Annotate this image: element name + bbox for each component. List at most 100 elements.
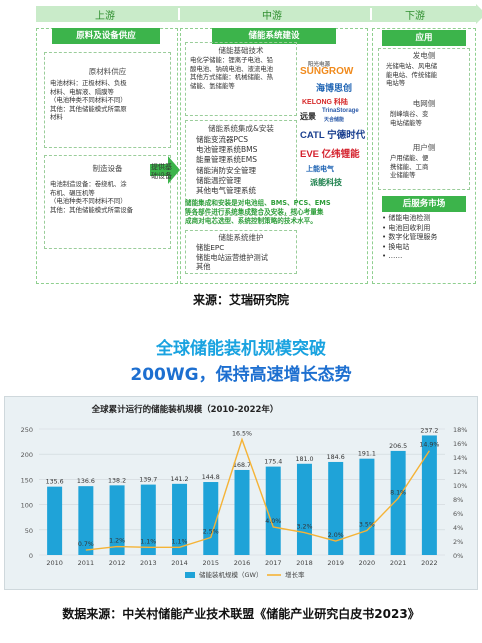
note-line: 等各部件进行系统集成整合及安装，核心考量集: [185, 208, 324, 216]
integration-item: 储能消防安全管理: [196, 165, 256, 175]
legend-bar-label: 储能装机规模（GW）: [199, 570, 262, 579]
y-right-tick-label: 16%: [453, 440, 467, 448]
x-tick-label: 2015: [202, 559, 219, 567]
tech-line: 其他方式储能：机械储能、热: [190, 73, 274, 82]
downstream-column: [372, 28, 476, 284]
user-line: 户用储能、便: [390, 154, 429, 162]
base-tech-box: [185, 42, 297, 116]
eve-logo: EVE 亿纬锂能: [300, 149, 360, 160]
chart-title: 全球累计运行的储能装机规模（2010-2022年）: [91, 404, 279, 415]
maintenance-item: 储能电站运营维护测试: [196, 252, 268, 262]
midstream-column: [180, 28, 368, 284]
generation-side-list: 光储电站、风电储 能电站、传统储能 电站等: [386, 62, 470, 88]
grid-side-title: 电网侧: [412, 99, 436, 108]
y-left-tick-label: 50: [25, 527, 33, 535]
user-side-list: 户用储能、便 携储能、工商 业储能等: [390, 154, 470, 180]
service-item: • ……: [382, 252, 403, 261]
stage-divider: [178, 8, 180, 20]
growth-label: 4.0%: [265, 518, 281, 525]
bar-value-label: 181.0: [295, 456, 313, 463]
bar-value-label: 144.8: [202, 474, 220, 481]
user-line: 携储能、工商: [390, 162, 429, 171]
integration-item: 其他电气管理系统: [196, 186, 256, 196]
chart-source: 数据来源：中关村储能产业技术联盟《储能产业研究白皮书2023》: [62, 607, 420, 621]
arrow-line: 础设备: [151, 172, 172, 180]
bar-value-label: 139.7: [139, 477, 157, 484]
growth-label: 2.0%: [328, 532, 344, 539]
chart-panel: 全球累计运行的储能装机规模（2010-2022年） 0 50 100 150 200 25…: [4, 396, 478, 590]
maintenance-title: 储能系统维护: [218, 233, 264, 242]
grid-side-list: 削峰填谷、变 电站储能等: [390, 110, 470, 127]
bar: [78, 486, 94, 555]
equip-line: 电池制造设备：卷绕机、涂: [50, 180, 127, 188]
y-right-tick-label: 0%: [453, 552, 463, 560]
y-left-tick-label: 250: [21, 426, 33, 434]
raw-line: （电池种类不同材料不同）: [50, 96, 127, 105]
maintenance-box: [185, 230, 297, 274]
raw-line: 其他：其他储能模式所需原: [50, 104, 127, 113]
bar-value-label: 237.2: [420, 427, 438, 434]
maintenance-list: 储能EPC 储能电站运营维护测试 其他: [196, 243, 268, 272]
x-tick-label: 2022: [421, 559, 438, 567]
generation-side-title: 发电侧: [412, 51, 436, 60]
x-tick-label: 2019: [327, 559, 344, 567]
x-tick-label: 2011: [78, 559, 95, 567]
after-service-list: • 储能电池检测 • 电池回收利用 • 数字化管理服务 • 换电站 • ……: [382, 214, 437, 262]
gen-line: 电站等: [386, 79, 406, 88]
bar-value-label: 141.2: [171, 476, 189, 483]
diagram-source: 来源：艾瑞研究院: [192, 293, 289, 307]
upstream-column: [36, 28, 178, 284]
application-title: 应用: [382, 30, 466, 46]
raw-material-title: 原材料供应: [88, 67, 127, 76]
x-tick-label: 2010: [46, 559, 63, 567]
equipment-list: 电池制造设备：卷绕机、涂 布机、碾压机等 （电池种类不同材料不同） 其他：其他储…: [50, 180, 170, 214]
integration-item: 电池管理系统BMS: [196, 145, 258, 155]
upstream-title: 原料及设备供应: [52, 28, 160, 44]
y-right-tick-label: 2%: [453, 538, 463, 546]
user-side-title: 用户侧: [412, 143, 436, 152]
bar: [109, 485, 125, 555]
raw-line: 材料、电解液、隔膜等: [50, 87, 114, 96]
stage-arrow: [36, 4, 482, 24]
growth-label: 1.1%: [172, 538, 188, 545]
y-left-tick-label: 100: [21, 502, 33, 510]
growth-label: 1.2%: [109, 538, 125, 545]
raw-line: 电池材料：正极材料、负极: [50, 79, 127, 87]
y-left-tick-label: 0: [29, 552, 33, 560]
x-tick-label: 2018: [296, 559, 313, 567]
equipment-title: 制造设备: [92, 164, 123, 173]
service-item: • 数字化管理服务: [382, 233, 438, 242]
equip-line: 其他：其他储能模式所需设备: [50, 205, 134, 214]
bar-value-label: 168.7: [233, 462, 251, 469]
hyperstrong-logo: 海博思创: [316, 83, 353, 93]
bar-value-label: 191.1: [358, 451, 376, 458]
bar-value-label: 138.2: [108, 477, 126, 484]
stage-divider: [370, 8, 372, 20]
bar: [390, 450, 406, 555]
bar: [421, 435, 437, 555]
maintenance-item: 储能EPC: [196, 243, 225, 252]
supply-arrow-icon: [150, 156, 180, 184]
legend-line-label: 增长率: [285, 570, 305, 579]
raw-material-box: [44, 52, 171, 148]
bar-value-label: 136.6: [77, 478, 95, 485]
equip-line: （电池种类不同材料不同）: [50, 197, 127, 206]
after-service-title: 后服务市场: [382, 196, 466, 212]
application-box: [378, 48, 470, 190]
growth-label: 8.1%: [390, 489, 406, 496]
supply-arrow-text: 提供基 础设备: [151, 163, 179, 181]
growth-label: 2.5%: [203, 529, 219, 536]
y-right-tick-label: 4%: [453, 524, 463, 532]
catl-logo: CATL 宁德时代: [300, 130, 366, 141]
user-line: 业储能等: [390, 171, 416, 180]
grid-line: 电站储能等: [390, 118, 422, 127]
y-right-tick-label: 8%: [453, 496, 463, 504]
arrow-line: 提供基: [151, 163, 172, 171]
note-line: 储能集成和安装是对电池组、BMS、PCS、EMS: [185, 199, 331, 207]
integration-item: 能量管理系统EMS: [196, 155, 257, 165]
service-item: • 电池回收利用: [382, 223, 431, 232]
legend-bar-swatch: [185, 572, 195, 578]
logo-caption: 阳光电源: [308, 62, 331, 68]
y-right-tick-label: 6%: [453, 510, 463, 518]
growth-label: 3.5%: [359, 522, 375, 529]
